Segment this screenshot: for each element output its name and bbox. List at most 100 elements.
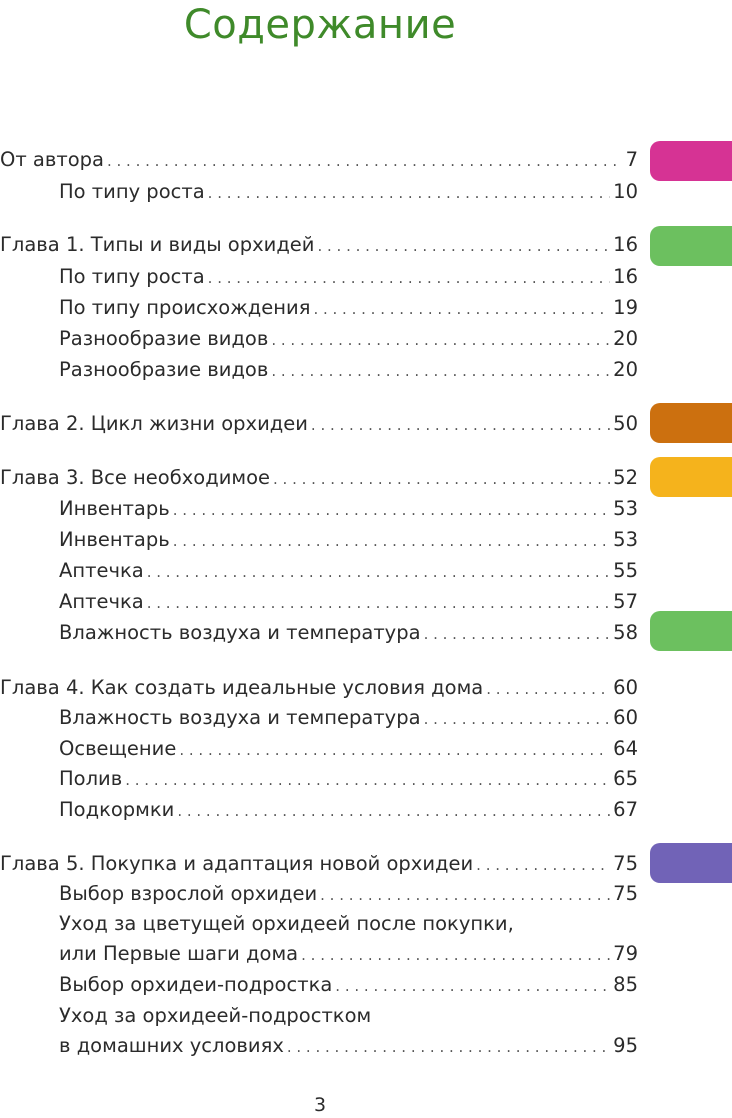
toc-chapter-entry: От автора 7 bbox=[0, 148, 638, 176]
dot-leader bbox=[177, 802, 610, 820]
toc-entry-page: 53 bbox=[613, 528, 638, 551]
toc-section-entry: По типу роста 16 bbox=[0, 265, 638, 293]
toc-section-entry: По типу происхождения 19 bbox=[0, 296, 638, 324]
toc-entry-label: Разнообразие видов bbox=[59, 327, 269, 350]
toc-entry-label: Влажность воздуха и температура bbox=[59, 621, 421, 644]
chapter-tab-1 bbox=[650, 226, 732, 266]
toc-entry-label: Инвентарь bbox=[59, 528, 170, 551]
toc-entry-page: 75 bbox=[613, 882, 638, 905]
toc-section-entry: По типу роста 10 bbox=[0, 180, 638, 208]
toc-section-entry: Инвентарь 53 bbox=[0, 497, 638, 525]
toc-entry-label: Выбор орхидеи-подростка bbox=[59, 973, 333, 996]
toc-entry-label: По типу роста bbox=[59, 265, 205, 288]
dot-leader bbox=[147, 563, 610, 581]
toc-entry-page: 16 bbox=[613, 233, 638, 256]
toc-entry-label: Аптечка bbox=[59, 559, 144, 582]
toc-chapter-entry: Глава 5. Покупка и адаптация новой орхид… bbox=[0, 852, 638, 880]
toc-section-entry: Аптечка 55 bbox=[0, 559, 638, 587]
toc-section-entry: в домашних условиях 95 bbox=[0, 1034, 638, 1062]
chapter-tab-5 bbox=[650, 843, 732, 883]
toc-entry-label: Глава 3. Все необходимое bbox=[0, 466, 271, 489]
toc-entry-page: 67 bbox=[613, 798, 638, 821]
toc-entry-label: в домашних условиях bbox=[59, 1034, 284, 1057]
toc-entry-label: Подкормки bbox=[59, 798, 175, 821]
toc-entry-page: 19 bbox=[613, 296, 638, 319]
toc-entry-page: 50 bbox=[613, 412, 638, 435]
toc-entry-page: 57 bbox=[613, 590, 638, 613]
toc-entry-page: 52 bbox=[613, 466, 638, 489]
toc-entry-label: Глава 1. Типы и виды орхидей bbox=[0, 233, 315, 256]
toc-entry-page: 7 bbox=[625, 148, 638, 171]
dot-leader bbox=[208, 184, 611, 202]
toc-section-entry: Выбор орхидеи-подростка 85 bbox=[0, 973, 638, 1001]
toc-section-entry: Разнообразие видов 20 bbox=[0, 358, 638, 386]
dot-leader bbox=[287, 1038, 610, 1056]
toc-chapter-entry: Глава 4. Как создать идеальные условия д… bbox=[0, 676, 638, 704]
toc-entry-page: 58 bbox=[613, 621, 638, 644]
page-number: 3 bbox=[313, 1094, 327, 1116]
toc-entry-page: 16 bbox=[613, 265, 638, 288]
toc-entry-page: 10 bbox=[613, 180, 638, 203]
dot-leader bbox=[301, 946, 610, 964]
toc-entry-label-first-line: Уход за орхидеей-подростком bbox=[59, 1004, 372, 1027]
toc-section-entry: Влажность воздуха и температура 60 bbox=[0, 706, 638, 734]
dot-leader bbox=[424, 625, 611, 643]
toc-entry-page: 60 bbox=[613, 676, 638, 699]
toc-chapter-entry: Глава 1. Типы и виды орхидей 16 bbox=[0, 233, 638, 261]
toc-entry-label: Влажность воздуха и температура bbox=[59, 706, 421, 729]
toc-section-entry: Выбор взрослой орхидеи 75 bbox=[0, 882, 638, 910]
dot-leader bbox=[476, 856, 610, 874]
toc-section-entry: Влажность воздуха и температура 58 bbox=[0, 621, 638, 649]
toc-entry-label: Глава 2. Цикл жизни орхидеи bbox=[0, 412, 308, 435]
chapter-tab-4 bbox=[650, 611, 732, 651]
toc-entry-label: Инвентарь bbox=[59, 497, 170, 520]
toc-entry-page: 20 bbox=[613, 327, 638, 350]
toc-entry-page: 95 bbox=[613, 1034, 638, 1057]
dot-leader bbox=[311, 416, 610, 434]
dot-leader bbox=[173, 501, 610, 519]
toc-section-entry: Полив 65 bbox=[0, 767, 638, 795]
toc-entry-label: Выбор взрослой орхидеи bbox=[59, 882, 318, 905]
toc-section-entry: Инвентарь 53 bbox=[0, 528, 638, 556]
toc-section-entry: Подкормки 67 bbox=[0, 798, 638, 826]
toc-entry-label-first-line: Уход за цветущей орхидеей после покупки, bbox=[59, 912, 514, 935]
toc-entry-page: 55 bbox=[613, 559, 638, 582]
chapter-tab-0 bbox=[650, 141, 732, 181]
dot-leader bbox=[320, 886, 610, 904]
toc-entry-page: 64 bbox=[613, 737, 638, 760]
toc-entry-label: Аптечка bbox=[59, 590, 144, 613]
dot-leader bbox=[179, 741, 610, 759]
toc-entry-page: 85 bbox=[613, 973, 638, 996]
toc-entry-label: Освещение bbox=[59, 737, 177, 760]
toc-entry-label: Глава 5. Покупка и адаптация новой орхид… bbox=[0, 852, 474, 875]
dot-leader bbox=[317, 237, 610, 255]
chapter-tab-2 bbox=[650, 403, 732, 443]
dot-leader bbox=[313, 300, 610, 318]
dot-leader bbox=[271, 362, 610, 380]
dot-leader bbox=[335, 977, 610, 995]
toc-entry-page: 79 bbox=[613, 942, 638, 965]
toc-entry-label: или Первые шаги дома bbox=[59, 942, 299, 965]
dot-leader bbox=[107, 152, 623, 170]
page-title: Содержание bbox=[183, 2, 457, 48]
toc-section-entry: Аптечка 57 bbox=[0, 590, 638, 618]
dot-leader bbox=[271, 331, 610, 349]
dot-leader bbox=[125, 771, 610, 789]
toc-chapter-entry: Глава 2. Цикл жизни орхидеи 50 bbox=[0, 412, 638, 440]
toc-chapter-entry: Глава 3. Все необходимое 52 bbox=[0, 466, 638, 494]
toc-entry-page: 20 bbox=[613, 358, 638, 381]
toc-section-entry: или Первые шаги дома 79 bbox=[0, 942, 638, 970]
toc-entry-label: По типу роста bbox=[59, 180, 205, 203]
toc-section-entry: Освещение 64 bbox=[0, 737, 638, 765]
dot-leader bbox=[147, 594, 610, 612]
toc-entry-label: Глава 4. Как создать идеальные условия д… bbox=[0, 676, 484, 699]
toc-entry-page: 53 bbox=[613, 497, 638, 520]
toc-entry-label: Разнообразие видов bbox=[59, 358, 269, 381]
dot-leader bbox=[173, 532, 610, 550]
toc-entry-label: Полив bbox=[59, 767, 123, 790]
toc-entry-label: По типу происхождения bbox=[59, 296, 311, 319]
toc-entry-page: 65 bbox=[613, 767, 638, 790]
chapter-tab-3 bbox=[650, 457, 732, 497]
toc-entry-page: 60 bbox=[613, 706, 638, 729]
